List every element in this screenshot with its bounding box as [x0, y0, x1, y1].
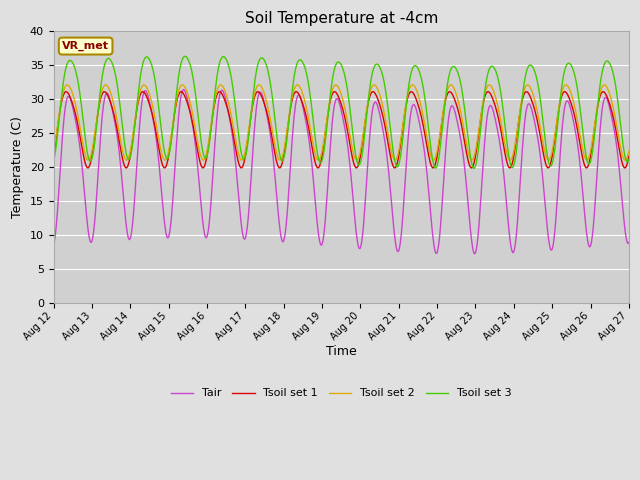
Tsoil set 2 [390, 157, 398, 163]
Legend: Tair, Tsoil set 1, Tsoil set 2, Tsoil set 3: Tair, Tsoil set 1, Tsoil set 2, Tsoil se… [166, 384, 516, 403]
Tsoil set 3 [181, 53, 189, 59]
Line: Tair: Tair [54, 90, 629, 254]
Tsoil set 1 [435, 143, 442, 149]
Tsoil set 3 [50, 158, 58, 164]
Tair [390, 223, 397, 228]
Text: VR_met: VR_met [62, 41, 109, 51]
Tsoil set 1 [390, 164, 397, 170]
Tsoil set 1 [198, 165, 206, 170]
Tair [435, 241, 442, 247]
Title: Soil Temperature at -4cm: Soil Temperature at -4cm [244, 11, 438, 26]
Tsoil set 1 [484, 89, 492, 95]
Tsoil set 2 [312, 153, 319, 158]
Tsoil set 3 [470, 166, 478, 171]
Tair [152, 130, 159, 136]
Line: Tsoil set 3: Tsoil set 3 [54, 56, 629, 168]
Line: Tsoil set 2: Tsoil set 2 [54, 85, 629, 160]
Tsoil set 1 [152, 131, 160, 137]
Tsoil set 1 [625, 153, 633, 159]
Tsoil set 2 [198, 157, 206, 163]
Tsoil set 2 [217, 82, 225, 88]
Tsoil set 2 [485, 82, 493, 88]
Tsoil set 1 [311, 158, 319, 164]
Line: Tsoil set 1: Tsoil set 1 [54, 92, 629, 168]
Tsoil set 2 [161, 157, 169, 163]
Tair [179, 87, 187, 93]
Tsoil set 3 [435, 156, 442, 161]
Tsoil set 2 [50, 148, 58, 154]
Tair [470, 251, 478, 257]
Tsoil set 3 [198, 146, 206, 152]
Tair [311, 193, 319, 199]
Tair [50, 242, 58, 248]
Tsoil set 3 [152, 79, 159, 85]
Tsoil set 2 [152, 117, 159, 122]
Tsoil set 1 [50, 153, 58, 159]
Tair [625, 240, 633, 245]
Y-axis label: Temperature (C): Temperature (C) [11, 116, 24, 218]
Tsoil set 3 [485, 68, 493, 73]
Tsoil set 3 [625, 156, 633, 162]
Tsoil set 3 [390, 151, 397, 157]
Tsoil set 1 [506, 165, 514, 171]
Tair [198, 216, 206, 221]
Tsoil set 2 [625, 148, 633, 154]
Tsoil set 1 [100, 89, 108, 95]
Tsoil set 2 [436, 133, 444, 139]
Tair [485, 106, 493, 111]
X-axis label: Time: Time [326, 345, 356, 358]
Tsoil set 3 [311, 132, 319, 137]
